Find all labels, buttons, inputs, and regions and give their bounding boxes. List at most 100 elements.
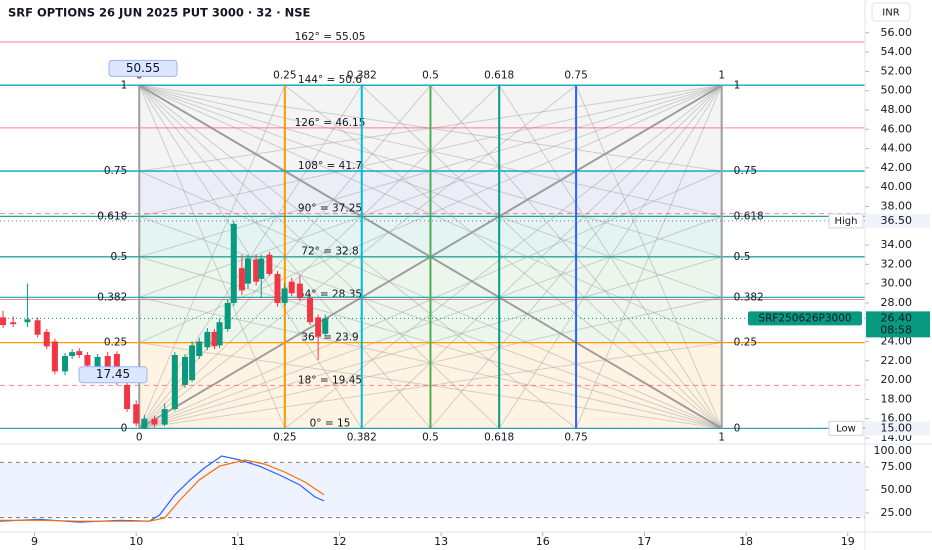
gann-level-label-right: 0 xyxy=(734,422,741,434)
gann-level-label-right: 0.5 xyxy=(734,251,751,263)
gann-level-label-bottom: 0 xyxy=(136,431,143,443)
y-tick-label: 56.00 xyxy=(881,26,913,39)
gann-angle-label: 72° = 32.8 xyxy=(301,246,358,258)
candle-body xyxy=(181,356,188,385)
candle-body xyxy=(224,302,231,329)
y-tick-label: 38.00 xyxy=(881,199,913,212)
candle-body xyxy=(161,409,168,425)
gann-level-label-right: 0.618 xyxy=(734,210,764,222)
gann-angle-label: 36° = 23.9 xyxy=(301,331,358,343)
candle-body xyxy=(296,283,303,299)
gann-level-label-bottom: 0.382 xyxy=(347,431,377,443)
y-tick-label: 22.00 xyxy=(881,354,913,367)
last-price-box xyxy=(866,311,930,338)
y-tick-label: 30.00 xyxy=(881,277,913,290)
gann-level-label-right: 0.75 xyxy=(734,165,757,177)
candle-body xyxy=(76,351,83,356)
gann-angle-label: 0° = 15 xyxy=(310,417,351,429)
candle-body xyxy=(133,404,140,424)
gann-level-label-left: 0.75 xyxy=(104,165,127,177)
gann-level-label-left: 1 xyxy=(121,79,128,91)
candle-body xyxy=(0,317,7,326)
y-tick-label: 42.00 xyxy=(881,161,913,174)
candle-body xyxy=(104,355,111,371)
candle-body xyxy=(151,418,158,425)
gann-level-label-top: 0.382 xyxy=(347,69,377,81)
x-tick-label: 16 xyxy=(536,535,550,548)
gann-level-label-top: 0.618 xyxy=(484,69,514,81)
candle-body xyxy=(281,288,288,303)
y2-tick-label: 50.00 xyxy=(881,483,913,496)
y-tick-label: 52.00 xyxy=(881,64,913,77)
price-tag-name-box xyxy=(828,213,864,229)
gann-level-label-right: 1 xyxy=(734,79,741,91)
gann-level-label-left: 0.382 xyxy=(97,291,127,303)
candle-body xyxy=(258,258,265,279)
x-tick-label: 17 xyxy=(637,535,651,548)
candle-body xyxy=(10,322,17,325)
candle-body xyxy=(196,341,203,356)
x-tick-label: 13 xyxy=(434,535,448,548)
currency-button[interactable] xyxy=(871,2,911,22)
gann-angle-label: 108° = 41.7 xyxy=(298,160,362,172)
chart-title: SRF OPTIONS 26 JUN 2025 PUT 3000 · 32 · … xyxy=(8,6,311,20)
candle-body xyxy=(266,254,273,274)
gann-level-label-top: 1 xyxy=(718,69,725,81)
y-tick-label: 20.00 xyxy=(881,373,913,386)
y2-tick-label: 25.00 xyxy=(881,506,913,519)
x-tick-label: 11 xyxy=(231,535,245,548)
gann-angle-label: 18° = 19.45 xyxy=(298,374,362,386)
candle-body xyxy=(24,319,31,323)
last-price-value: 26.40 xyxy=(881,311,913,324)
candle-body xyxy=(171,355,178,410)
candle-body xyxy=(84,355,91,366)
candle-body xyxy=(204,331,211,348)
gann-level-label-left: 0.25 xyxy=(104,337,127,349)
gann-level-label-right: 0.382 xyxy=(734,291,764,303)
candle-body xyxy=(253,259,260,282)
x-tick-label: 18 xyxy=(739,535,753,548)
y-tick-label: 40.00 xyxy=(881,180,913,193)
candle-body xyxy=(124,384,131,410)
marker-box xyxy=(78,366,148,384)
y-tick-label: 28.00 xyxy=(881,296,913,309)
y-tick-label: 34.00 xyxy=(881,238,913,251)
candle-body xyxy=(245,258,252,284)
candle-body xyxy=(322,318,329,334)
candle-body xyxy=(274,273,281,303)
gann-angle-label: 144° = 50.6 xyxy=(298,74,362,86)
candle-body xyxy=(69,352,76,356)
y-tick-label: 50.00 xyxy=(881,84,913,97)
stochastic-line xyxy=(0,459,325,522)
y-tick-label: 18.00 xyxy=(881,392,913,405)
price-tag-value-box xyxy=(866,213,930,228)
candle-body xyxy=(34,320,41,335)
gann-level-label-bottom: 0.618 xyxy=(484,431,514,443)
last-price-countdown: 08:58 xyxy=(880,323,912,336)
candle-body xyxy=(315,317,322,337)
gann-angle-label: 162° = 55.05 xyxy=(295,31,366,43)
price-tag-name: Low xyxy=(836,423,856,434)
gann-level-label-bottom: 0.25 xyxy=(273,431,296,443)
y-tick-label: 46.00 xyxy=(881,122,913,135)
gann-level-label-top: 0.75 xyxy=(564,69,587,81)
band-fill xyxy=(0,462,865,518)
gann-level-label-left: 0 xyxy=(121,422,128,434)
candle-body xyxy=(238,268,245,291)
last-price-symbol: SRF250626P3000 xyxy=(758,312,851,324)
marker-box xyxy=(108,59,178,77)
price-tag-value: 15.00 xyxy=(881,421,913,434)
price-tag-name: High xyxy=(835,216,858,227)
candle-body xyxy=(288,281,295,294)
currency[interactable]: INR xyxy=(882,8,899,19)
y-tick-label: 24.00 xyxy=(881,335,913,348)
x-tick-label: 12 xyxy=(332,535,346,548)
candle-body xyxy=(94,356,101,371)
candle-body xyxy=(43,331,50,347)
gann-angle-label: 90° = 37.25 xyxy=(298,203,362,215)
candle-body xyxy=(189,345,196,381)
gann-level-label-right: 0.25 xyxy=(734,337,757,349)
marker-label: 17.45 xyxy=(96,367,130,381)
